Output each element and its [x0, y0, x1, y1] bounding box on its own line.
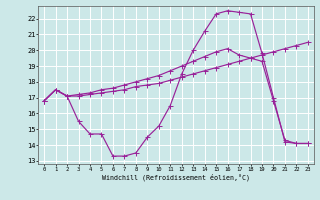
X-axis label: Windchill (Refroidissement éolien,°C): Windchill (Refroidissement éolien,°C)	[102, 173, 250, 181]
